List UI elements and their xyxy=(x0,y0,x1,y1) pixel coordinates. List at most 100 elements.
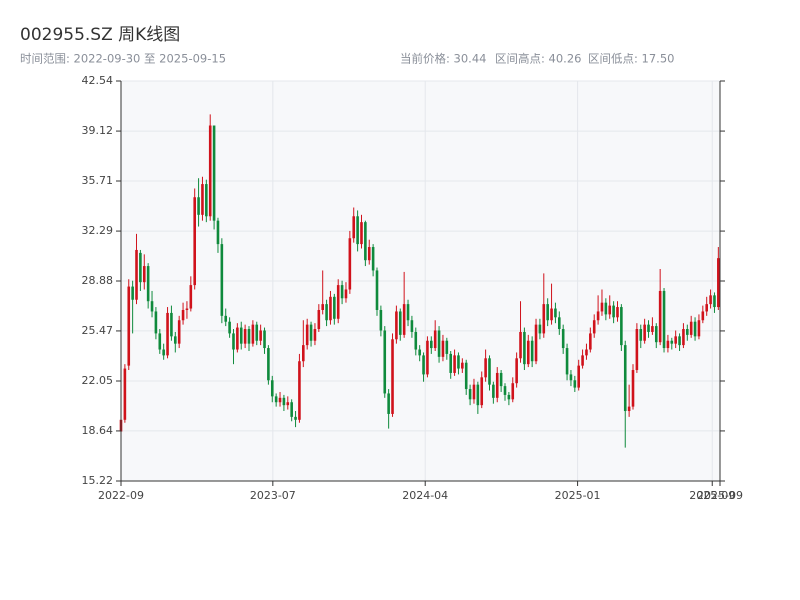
candle-body xyxy=(224,315,228,322)
candle-body xyxy=(270,380,274,397)
candle-body xyxy=(329,296,332,321)
candle-body xyxy=(620,307,623,346)
candle-body xyxy=(418,349,421,356)
candle-body xyxy=(612,305,615,318)
candle-body xyxy=(309,324,313,341)
candle-body xyxy=(662,290,666,349)
candle-body xyxy=(554,308,557,318)
stat: 当前价格: 30.44 xyxy=(400,52,486,66)
candle-body xyxy=(705,304,709,312)
candle-body xyxy=(433,330,437,349)
candle-body xyxy=(492,384,495,398)
candle-body xyxy=(569,374,573,381)
candle-body xyxy=(177,320,181,344)
candle-body xyxy=(189,285,193,309)
candle-body xyxy=(589,333,592,350)
y-tick-label: 18.64 xyxy=(82,424,114,437)
candle-body xyxy=(251,324,255,344)
candle-body xyxy=(538,324,542,334)
candle-body xyxy=(158,333,162,350)
candle-body xyxy=(375,270,379,310)
candle-body xyxy=(142,266,146,283)
candle-body xyxy=(643,324,646,341)
candle-body xyxy=(689,321,693,335)
y-tick-label: 35.71 xyxy=(82,174,114,187)
candle-body xyxy=(464,362,468,390)
candle-body xyxy=(232,333,235,350)
y-tick-label: 32.29 xyxy=(82,224,114,237)
x-tick-label: 2023-07 xyxy=(250,489,296,502)
candle-body xyxy=(208,125,212,217)
candle-body xyxy=(135,249,138,300)
candles xyxy=(119,114,720,448)
candle-body xyxy=(495,372,499,398)
candle-body xyxy=(453,355,456,373)
candle-body xyxy=(441,340,445,357)
candle-body xyxy=(139,252,142,283)
candle-body xyxy=(391,339,394,414)
candle-body xyxy=(526,340,530,365)
candle-body xyxy=(313,329,317,341)
y-tick-label: 28.88 xyxy=(82,274,114,287)
candle-body xyxy=(236,327,239,350)
candle-body xyxy=(484,358,487,378)
candle-body xyxy=(546,304,549,321)
candle-body xyxy=(344,289,348,299)
candle-body xyxy=(170,312,173,337)
candle-body xyxy=(585,349,588,356)
candle-body xyxy=(185,308,189,310)
candle-body xyxy=(154,311,158,334)
candle-body xyxy=(445,340,449,354)
candle-body xyxy=(686,329,689,335)
candle-body xyxy=(410,320,414,332)
candle-body xyxy=(635,329,639,371)
candle-body xyxy=(356,216,359,245)
candle-body xyxy=(290,402,293,417)
candle-body xyxy=(701,311,705,321)
candle-body xyxy=(693,321,697,337)
candle-body xyxy=(666,340,670,349)
candle-body xyxy=(131,286,134,300)
candle-body xyxy=(499,372,503,387)
candle-body xyxy=(414,331,418,350)
candle-body xyxy=(267,348,270,381)
candle-body xyxy=(174,336,177,344)
candle-body xyxy=(558,317,561,330)
candle-body xyxy=(371,247,375,271)
candle-body xyxy=(654,326,658,343)
candle-body xyxy=(422,355,425,375)
candle-body xyxy=(360,222,363,245)
candle-body xyxy=(627,406,631,412)
x-tick-label: 2022-09 xyxy=(98,489,144,502)
candle-body xyxy=(616,307,619,318)
candle-body xyxy=(639,329,643,341)
y-tick-label: 22.05 xyxy=(82,374,114,387)
candle-body xyxy=(631,370,635,407)
candle-body xyxy=(430,340,433,349)
candle-body xyxy=(623,345,627,412)
candle-body xyxy=(507,394,511,400)
candle-body xyxy=(488,358,491,385)
x-tick-label: 2024-04 xyxy=(402,489,448,502)
candle-body xyxy=(608,305,612,315)
y-tick-label: 25.47 xyxy=(82,324,114,337)
candle-body xyxy=(604,302,608,315)
candle-body xyxy=(146,266,150,302)
stat: 区间高点: 40.26 xyxy=(495,52,581,66)
candle-body xyxy=(678,336,681,346)
candle-body xyxy=(468,389,472,400)
candle-body xyxy=(243,329,247,344)
candle-body xyxy=(398,311,402,335)
candle-body xyxy=(216,220,220,245)
candle-body xyxy=(480,377,484,406)
chart-subtitle: 时间范围: 2022-09-30 至 2025-09-15 xyxy=(20,52,226,66)
y-tick-label: 39.12 xyxy=(82,124,114,137)
candle-body xyxy=(181,309,185,321)
candle-body xyxy=(162,349,165,356)
candle-body xyxy=(274,396,278,403)
candle-body xyxy=(294,416,297,420)
candle-body xyxy=(573,380,577,388)
candle-body xyxy=(286,402,290,406)
x-tick-label: 2025-09 xyxy=(689,489,735,502)
candle-body xyxy=(166,312,169,356)
